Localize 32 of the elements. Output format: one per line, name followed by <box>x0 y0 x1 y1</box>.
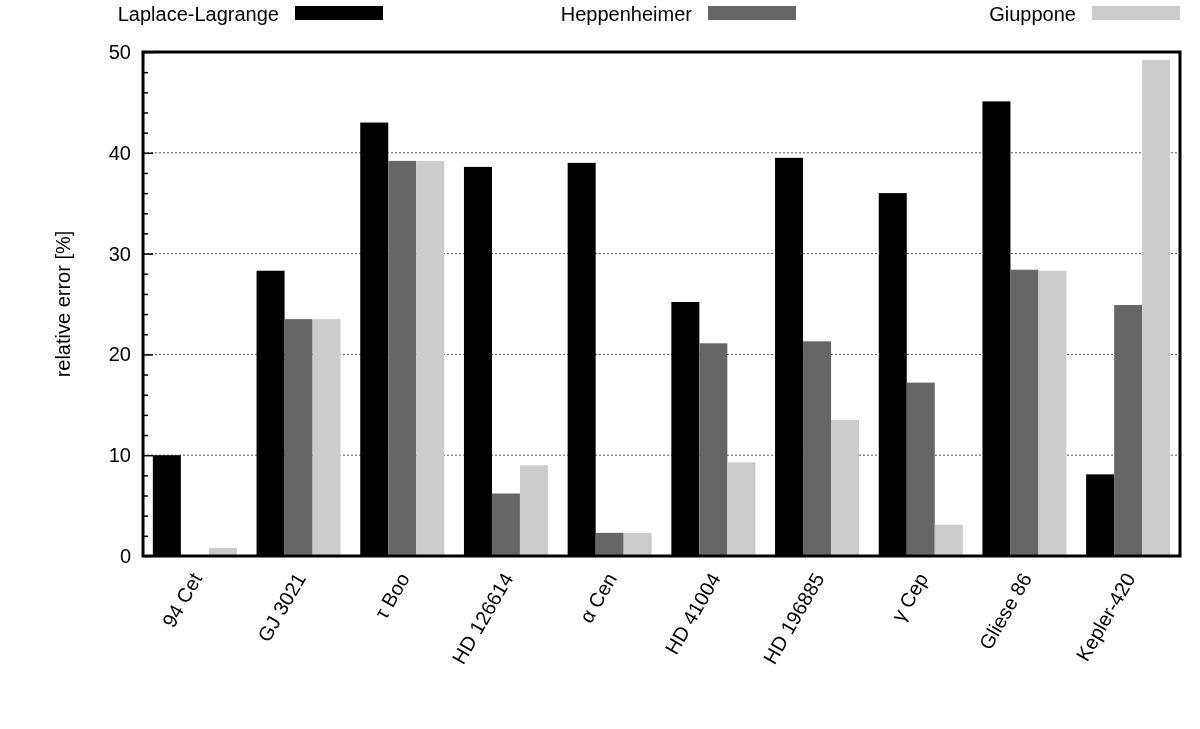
bar <box>803 341 832 556</box>
bar <box>934 524 963 556</box>
x-tick-label: α Cen <box>575 569 622 627</box>
y-tick-label: 40 <box>108 141 131 164</box>
bar <box>312 319 341 556</box>
legend-label: Giuppone <box>989 3 1076 25</box>
bar <box>699 343 728 556</box>
bar <box>1038 270 1067 556</box>
y-tick-label: 0 <box>119 544 131 567</box>
bar <box>623 532 652 556</box>
bar <box>416 160 445 556</box>
x-tick-label: γ Cep <box>887 569 933 626</box>
bar <box>519 465 548 556</box>
bar <box>595 532 624 556</box>
legend-label: Laplace-Lagrange <box>117 3 279 25</box>
bar <box>906 382 935 556</box>
bar <box>284 319 313 556</box>
bar <box>727 462 756 556</box>
y-tick-label: 20 <box>108 343 131 366</box>
x-tick-label: 94 Cet <box>157 568 207 632</box>
bar <box>1114 305 1143 556</box>
y-tick-label: 50 <box>108 40 131 63</box>
y-tick-label: 30 <box>108 242 131 265</box>
y-tick-label: 10 <box>108 444 131 467</box>
bar <box>1010 269 1039 556</box>
y-axis-title: relative error [%] <box>52 230 74 378</box>
x-tick-label: τ Boo <box>370 569 414 623</box>
bar <box>1142 60 1171 556</box>
bar <box>388 160 417 556</box>
legend-label: Heppenheimer <box>560 3 693 25</box>
bar <box>491 493 520 556</box>
bar <box>831 419 860 556</box>
